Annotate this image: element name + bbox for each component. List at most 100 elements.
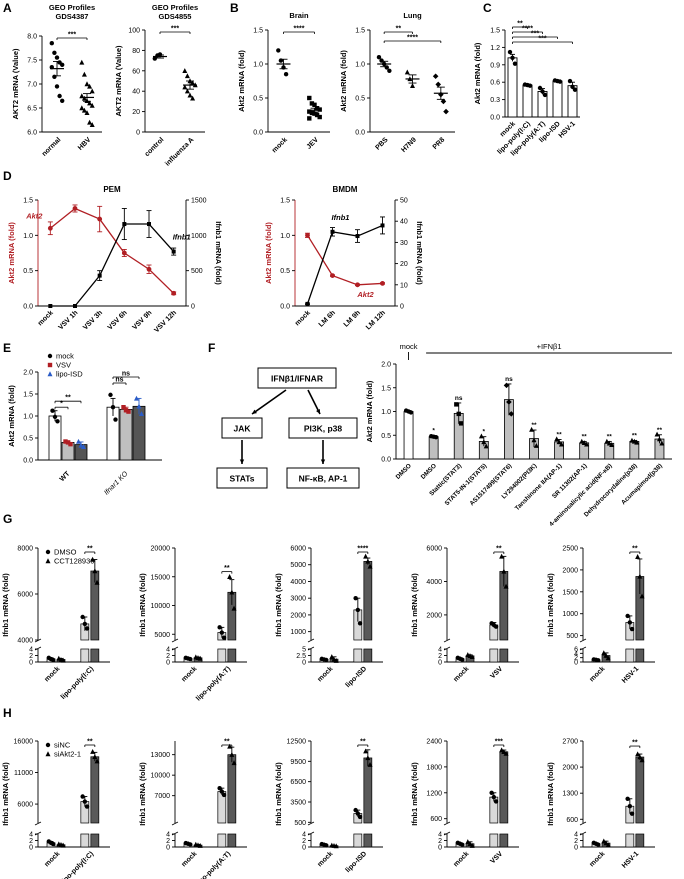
- tick-label: 500: [566, 633, 578, 640]
- data-point: [76, 438, 81, 444]
- data-point: [604, 438, 610, 444]
- mock-header: mock: [400, 342, 418, 351]
- data-point: [126, 409, 131, 414]
- data-point: [47, 225, 53, 231]
- tick-label: lipo-poly(I:C): [60, 850, 95, 879]
- axis-break: [34, 638, 42, 643]
- axis-break: [443, 821, 451, 826]
- data-point: [182, 68, 188, 73]
- axis-break: [579, 821, 587, 826]
- bar-lower: [227, 833, 237, 848]
- tick-label: lipo-poly(I:C): [60, 665, 95, 700]
- tick-label: 0.6: [490, 80, 500, 87]
- tick-label: 2500: [562, 546, 578, 553]
- data-point: [152, 56, 157, 61]
- data-point: [87, 100, 93, 106]
- tick-label: 8000: [17, 546, 33, 553]
- jak-node-label: JAK: [233, 424, 251, 434]
- data-point: [82, 621, 88, 627]
- tick-label: 7.5: [27, 58, 37, 65]
- tick-label: 6.5: [27, 106, 37, 113]
- tick-label: VSV: [489, 850, 504, 865]
- data-point: [627, 620, 633, 625]
- tick-label: 4: [29, 647, 33, 654]
- data-point: [596, 842, 601, 847]
- chart-title: GDS4855: [159, 12, 192, 21]
- chart-h2: 7000 10000 13000 024 Ifnb1 mRNA (fold) mockli…: [138, 739, 247, 879]
- data-point: [355, 811, 361, 816]
- tick-label: 2.0: [23, 370, 33, 377]
- bar-lower: [353, 833, 363, 848]
- data-point: [78, 442, 84, 448]
- tick-label: 0.0: [355, 130, 365, 137]
- tick-label: 40: [400, 219, 408, 226]
- data-point: [499, 553, 505, 559]
- axis-break: [443, 646, 451, 651]
- data-point: [355, 607, 361, 613]
- tick-label: 0: [166, 845, 170, 852]
- tick-label: mock: [181, 665, 199, 683]
- significance-label: **: [607, 433, 613, 440]
- data-point: [432, 73, 439, 80]
- nfkb-node-label: NF-κB, AP-1: [299, 474, 348, 484]
- data-point: [231, 760, 237, 766]
- data-point: [57, 93, 62, 99]
- tick-label: 0: [302, 845, 306, 852]
- tick-label: 3000: [290, 596, 306, 603]
- tick-label: 20: [400, 261, 408, 268]
- tick-label: 4: [574, 651, 578, 658]
- group-label: WT: [59, 470, 72, 483]
- data-point: [229, 751, 235, 757]
- data-point: [92, 754, 98, 759]
- data-point: [139, 411, 144, 416]
- chart-h1: 6000 11000 16000 024 Ifnb1 mRNA (fold) mockli…: [1, 739, 110, 879]
- data-point: [45, 751, 51, 757]
- significance-label: ns: [115, 377, 123, 384]
- series-line: [306, 224, 383, 305]
- data-point: [353, 807, 358, 813]
- bar-lower: [217, 648, 227, 663]
- data-point: [188, 656, 193, 662]
- data-point: [312, 102, 317, 107]
- data-point: [49, 41, 54, 46]
- data-point: [527, 83, 533, 88]
- tick-label: 0: [166, 660, 170, 667]
- significance-label: ****: [357, 546, 368, 553]
- arrow: [251, 389, 287, 415]
- tick-label: 0.5: [381, 433, 391, 440]
- tick-label: 12500: [287, 739, 307, 746]
- series-label: Akt2: [25, 211, 43, 220]
- data-point: [305, 232, 310, 238]
- y-axis-label: Ifnb1 mRNA (fold): [546, 762, 555, 826]
- tick-label: lipo-poly(A:T): [195, 850, 232, 879]
- data-point: [387, 68, 392, 74]
- data-point: [184, 88, 190, 94]
- data-point: [134, 395, 139, 401]
- tick-label: 30: [400, 240, 408, 247]
- chart-h4: 600 1200 1800 2400 024 Ifnb1 mRNA (fold) mock V…: [410, 739, 519, 868]
- data-point: [221, 792, 227, 798]
- bar-lower: [499, 648, 509, 663]
- data-point: [54, 55, 60, 60]
- chart-g4: 2000 4000 6000 024 Ifnb1 mRNA (fold) mock VSV *…: [410, 546, 519, 683]
- data-point: [52, 50, 57, 55]
- bar: [363, 561, 373, 641]
- tick-label: mock: [37, 309, 55, 327]
- tick-label: 1000: [562, 611, 578, 618]
- data-point: [276, 48, 281, 53]
- bar: [119, 408, 133, 461]
- significance-label: ****: [294, 26, 305, 33]
- tick-label: 7000: [154, 793, 170, 800]
- chart-g1: 4000 6000 8000 024 Ifnb1 mRNA (fold) mocklipo…: [1, 546, 110, 701]
- stats-node-label: STATs: [229, 474, 254, 484]
- data-point: [363, 748, 369, 754]
- data-point: [365, 558, 371, 564]
- data-point: [94, 579, 100, 585]
- chart-d2: BMDM 0.0 0.5 1.0 1.5 0 10 20 30 40 50 Akt2 mRNA (fo…: [264, 185, 424, 331]
- tick-label: 4: [574, 832, 578, 839]
- data-point: [113, 417, 118, 422]
- data-point: [147, 222, 151, 227]
- data-point: [556, 439, 562, 445]
- chart-g3: 1000 2000 3000 4000 5000 6000 02.55 Ifnb1 mRNA …: [274, 546, 383, 689]
